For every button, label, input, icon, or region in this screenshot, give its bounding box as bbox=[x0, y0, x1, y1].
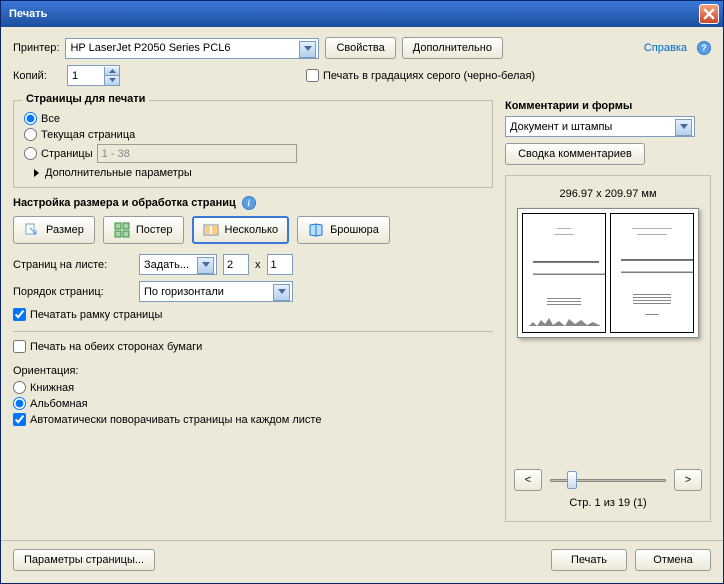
copies-down[interactable] bbox=[104, 76, 119, 85]
grayscale-label: Печать в градациях серого (черно-белая) bbox=[323, 70, 535, 82]
info-icon[interactable]: i bbox=[242, 196, 256, 210]
booklet-icon bbox=[308, 222, 324, 238]
radio-all-label: Все bbox=[41, 113, 60, 125]
page-counter: Стр. 1 из 19 (1) bbox=[569, 497, 646, 509]
border-checkbox[interactable] bbox=[13, 308, 26, 321]
more-options[interactable]: Дополнительные параметры bbox=[24, 167, 482, 179]
expand-icon bbox=[34, 169, 39, 177]
radio-current-label: Текущая страница bbox=[41, 129, 135, 141]
print-dialog: Печать Принтер: HP LaserJet P2050 Series… bbox=[0, 0, 724, 584]
zoom-slider[interactable] bbox=[550, 469, 666, 491]
order-label: Порядок страниц: bbox=[13, 286, 133, 298]
printer-row: Принтер: HP LaserJet P2050 Series PCL6 С… bbox=[13, 37, 711, 59]
print-button[interactable]: Печать bbox=[551, 549, 627, 571]
poster-icon bbox=[114, 222, 130, 238]
printer-label: Принтер: bbox=[13, 42, 59, 54]
radio-current[interactable] bbox=[24, 128, 37, 141]
pps-mode-select[interactable]: Задать... bbox=[139, 254, 217, 275]
duplex-label: Печать на обеих сторонах бумаги bbox=[30, 341, 202, 353]
radio-landscape[interactable] bbox=[13, 397, 26, 410]
sizing-title: Настройка размера и обработка страниц i bbox=[13, 196, 493, 210]
copies-label: Копий: bbox=[13, 70, 61, 82]
page-order-row: Порядок страниц: По горизонтали bbox=[13, 281, 493, 302]
footer: Параметры страницы... Печать Отмена bbox=[1, 540, 723, 583]
main-columns: Страницы для печати Все Текущая страница… bbox=[13, 100, 711, 522]
radio-all[interactable] bbox=[24, 112, 37, 125]
auto-rotate-checkbox[interactable] bbox=[13, 413, 26, 426]
copies-row: Копий: Печать в градациях серого (черно-… bbox=[13, 65, 711, 86]
grayscale-row: Печать в градациях серого (черно-белая) bbox=[306, 69, 535, 82]
preview-pages: ——————— —————————————— —————————————— ——… bbox=[517, 208, 699, 338]
border-row: Печатать рамку страницы bbox=[13, 308, 493, 321]
radio-range-label: Страницы bbox=[41, 148, 93, 160]
orientation-label: Ориентация: bbox=[13, 365, 493, 377]
size-button[interactable]: Размер bbox=[13, 216, 95, 244]
grayscale-checkbox[interactable] bbox=[306, 69, 319, 82]
preview-nav: < > bbox=[514, 457, 702, 491]
pages-group: Страницы для печати Все Текущая страница… bbox=[13, 100, 493, 188]
multiple-button[interactable]: Несколько bbox=[192, 216, 290, 244]
pps-cols-input[interactable] bbox=[223, 254, 249, 275]
right-column: Комментарии и формы Документ и штампы Св… bbox=[505, 100, 711, 522]
more-options-label: Дополнительные параметры bbox=[45, 167, 192, 179]
nav-prev-button[interactable]: < bbox=[514, 469, 542, 491]
radio-range[interactable] bbox=[24, 147, 37, 160]
range-input: 1 - 38 bbox=[97, 144, 297, 163]
size-icon bbox=[24, 222, 40, 238]
booklet-button[interactable]: Брошюра bbox=[297, 216, 390, 244]
radio-portrait[interactable] bbox=[13, 381, 26, 394]
window-title: Печать bbox=[9, 8, 699, 20]
copies-up[interactable] bbox=[104, 67, 119, 76]
skyline-icon bbox=[529, 316, 601, 326]
close-icon bbox=[703, 8, 715, 20]
duplex-checkbox[interactable] bbox=[13, 340, 26, 353]
slider-thumb[interactable] bbox=[567, 471, 577, 489]
summary-button[interactable]: Сводка комментариев bbox=[505, 143, 645, 165]
left-column: Страницы для печати Все Текущая страница… bbox=[13, 100, 493, 522]
multiple-icon bbox=[203, 222, 219, 238]
order-select[interactable]: По горизонтали bbox=[139, 281, 293, 302]
copies-input[interactable] bbox=[68, 66, 104, 85]
printer-select[interactable]: HP LaserJet P2050 Series PCL6 bbox=[65, 38, 319, 59]
close-button[interactable] bbox=[699, 4, 719, 24]
properties-button[interactable]: Свойства bbox=[325, 37, 395, 59]
pps-label: Страниц на листе: bbox=[13, 259, 133, 271]
printer-selected: HP LaserJet P2050 Series PCL6 bbox=[70, 42, 230, 54]
advanced-button[interactable]: Дополнительно bbox=[402, 37, 503, 59]
help-icon[interactable]: ? bbox=[697, 41, 711, 55]
mode-buttons: Размер Постер Несколько Брошюра bbox=[13, 216, 493, 244]
comments-select[interactable]: Документ и штампы bbox=[505, 116, 695, 137]
content-area: Принтер: HP LaserJet P2050 Series PCL6 С… bbox=[1, 27, 723, 532]
preview-page-1: ——————— —————————————— bbox=[522, 213, 606, 333]
poster-button[interactable]: Постер bbox=[103, 216, 184, 244]
preview-page-2: —————————————— ———————————————— bbox=[610, 213, 694, 333]
preview-panel: 296.97 x 209.97 мм ——————— —————————————… bbox=[505, 175, 711, 522]
help-link[interactable]: Справка bbox=[644, 42, 687, 54]
titlebar: Печать bbox=[1, 1, 723, 27]
nav-next-button[interactable]: > bbox=[674, 469, 702, 491]
page-setup-button[interactable]: Параметры страницы... bbox=[13, 549, 155, 571]
pps-rows-input[interactable] bbox=[267, 254, 293, 275]
copies-spinner[interactable] bbox=[67, 65, 120, 86]
duplex-row: Печать на обеих сторонах бумаги bbox=[13, 340, 493, 353]
cancel-button[interactable]: Отмена bbox=[635, 549, 711, 571]
pages-per-sheet-row: Страниц на листе: Задать... x bbox=[13, 254, 493, 275]
border-label: Печатать рамку страницы bbox=[30, 309, 162, 321]
comments-title: Комментарии и формы bbox=[505, 100, 711, 112]
preview-dimensions: 296.97 x 209.97 мм bbox=[559, 188, 656, 200]
pages-group-title: Страницы для печати bbox=[22, 93, 149, 105]
